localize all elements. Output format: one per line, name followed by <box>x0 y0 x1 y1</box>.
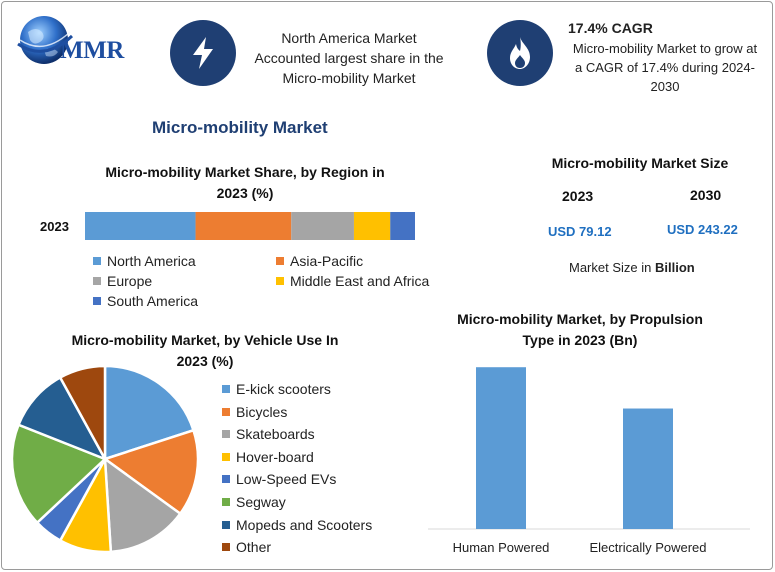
cagr-description: Micro-mobility Market to grow at a CAGR … <box>556 39 774 96</box>
legend-swatch <box>93 257 101 265</box>
market-size-title: Micro-mobility Market Size <box>551 155 729 171</box>
bar-segment-south-america <box>390 212 415 240</box>
pie-slice-e-kick-scooters <box>103 364 196 461</box>
market-size-note: Market Size in Billion <box>569 260 695 275</box>
legend-swatch <box>222 430 230 439</box>
legend-item-other: Other <box>222 539 271 555</box>
legend-swatch <box>222 407 230 416</box>
legend-label: Middle East and Africa <box>290 273 430 289</box>
propulsion-chart-title: Micro-mobility Market, by Propulsion Typ… <box>425 309 735 351</box>
size-year-2023: 2023 <box>562 188 594 204</box>
north-america-highlight: North America Market Accounted largest s… <box>238 28 460 88</box>
x-tick-label: Electrically Powered <box>589 540 706 555</box>
legend-swatch <box>93 297 101 305</box>
cagr-line: 2030 <box>650 79 680 94</box>
legend-label: Low-Speed EVs <box>236 471 337 488</box>
title-line: 2023 (%) <box>216 185 274 201</box>
bar-segment-asia-pacific <box>195 212 292 240</box>
legend-label: Asia-Pacific <box>290 253 364 269</box>
legend-label: Hover-board <box>236 448 314 465</box>
title-line: Micro-mobility Market, by Propulsion <box>457 311 703 327</box>
bar-segment-europe <box>291 212 354 240</box>
legend-swatch <box>276 277 284 285</box>
legend-item-segway: Segway <box>222 494 286 510</box>
legend-label: South America <box>107 293 199 309</box>
vehicle-pie-chart <box>10 364 200 554</box>
title-line: Micro-mobility Market Share, by Region i… <box>105 164 385 180</box>
size-year-2030: 2030 <box>690 187 722 203</box>
legend-swatch <box>222 452 230 461</box>
logo-text: MMR <box>60 37 124 64</box>
legend-item-low-speed-evs: Low-Speed EVs <box>222 471 336 487</box>
legend-label: Other <box>236 539 272 556</box>
cagr-line: a CAGR of 17.4% during 2024- <box>575 60 755 75</box>
lightning-icon <box>193 37 213 69</box>
legend-swatch <box>222 520 230 529</box>
pie-slice-segway <box>10 423 108 525</box>
legend-swatch <box>276 257 284 265</box>
x-tick-label: Human Powered <box>453 540 550 555</box>
bar-human-powered <box>476 367 526 529</box>
bar-segment-north-america <box>85 212 196 240</box>
legend-item-bicycles: Bicycles <box>222 404 287 420</box>
bar-electrically-powered <box>623 408 673 529</box>
size-value-2023: USD 79.12 <box>548 224 612 239</box>
bar-segment-middle-east-and-africa <box>353 212 391 240</box>
legend-swatch <box>222 475 230 484</box>
page-title: Micro-mobility Market <box>152 118 328 137</box>
legend-swatch <box>222 385 230 393</box>
region-stacked-bar-chart: 2023 <box>40 212 415 240</box>
category-label: 2023 <box>40 219 69 234</box>
highlight-line: Accounted largest share in the <box>254 50 444 66</box>
legend-item-north-america: North America <box>93 253 196 269</box>
vehicle-chart-title: Micro-mobility Market, by Vehicle Use In… <box>30 330 380 372</box>
legend-label: E-kick scooters <box>236 381 331 397</box>
legend-label: Mopeds and Scooters <box>236 516 373 533</box>
legend-item-europe: Europe <box>93 273 152 289</box>
title-line: 2023 (%) <box>176 353 234 369</box>
lightning-badge <box>170 20 236 86</box>
note-unit: Billion <box>654 260 695 275</box>
pie-slice-other <box>58 364 107 460</box>
size-value-2030: USD 243.22 <box>667 222 738 237</box>
cagr-title: 17.4% CAGR <box>568 20 653 36</box>
legend-swatch <box>222 498 230 506</box>
legend-label: North America <box>107 253 196 269</box>
flame-badge <box>487 20 553 86</box>
cagr-line: Micro-mobility Market to grow at <box>572 41 758 56</box>
propulsion-bar-chart: Human Powered Electrically Powered <box>428 367 750 555</box>
note-prefix: Market Size in <box>569 260 655 275</box>
highlight-line: North America Market <box>281 30 417 46</box>
region-chart-title: Micro-mobility Market Share, by Region i… <box>70 162 420 204</box>
legend-item-asia-pacific: Asia-Pacific <box>276 253 363 269</box>
legend-item-hover-board: Hover-board <box>222 449 314 465</box>
pie-slice-bicycles <box>102 428 200 516</box>
legend-label: Segway <box>236 494 286 510</box>
mmr-logo: MMR <box>14 10 154 68</box>
title-line: Type in 2023 (Bn) <box>522 332 638 348</box>
legend-label: Skateboards <box>236 426 315 443</box>
legend-label: Bicycles <box>236 403 288 420</box>
title-line: Micro-mobility Market, by Vehicle Use In <box>71 332 339 348</box>
legend-item-mopeds-and-scooters: Mopeds and Scooters <box>222 517 372 533</box>
legend-item-skateboards: Skateboards <box>222 426 315 442</box>
legend-item-middle-east-and-africa: Middle East and Africa <box>276 273 429 289</box>
legend-swatch <box>222 543 230 552</box>
globe-icon <box>17 16 74 64</box>
legend-swatch <box>93 277 101 285</box>
flame-icon <box>510 37 530 69</box>
highlight-line: Micro-mobility Market <box>282 70 416 86</box>
pie-slice-skateboards <box>103 456 182 554</box>
legend-item-south-america: South America <box>93 293 198 309</box>
legend-item-e-kick-scooters: E-kick scooters <box>222 381 331 397</box>
legend-label: Europe <box>107 273 153 289</box>
